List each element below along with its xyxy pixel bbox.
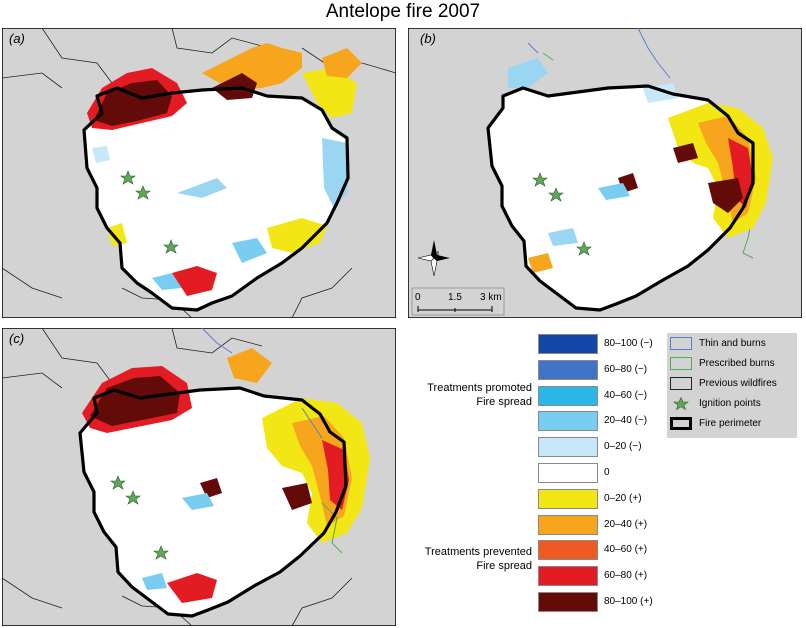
map-panel-a: (a): [2, 28, 396, 318]
panel-label-c: (c): [9, 331, 25, 346]
legend-class-label: 20–40 (−): [604, 415, 648, 427]
star-icon: [673, 397, 689, 410]
legend-prescribed-burns: Prescribed burns: [667, 357, 797, 371]
map-panel-c: (c): [2, 328, 396, 626]
fire-perimeter: [82, 86, 350, 312]
legend-swatch: [538, 334, 598, 354]
fire-perimeter-swatch: [670, 417, 692, 430]
map-b-svg: [408, 28, 802, 318]
legend-swatch: [538, 592, 598, 612]
scale-tick-0: 0: [415, 292, 421, 303]
legend-ignition-points: Ignition points: [667, 397, 797, 411]
ignition-star: [153, 545, 169, 560]
prescribed-burns-label: Prescribed burns: [699, 358, 775, 369]
ignition-star: [548, 187, 564, 202]
legend-swatch: [538, 514, 598, 535]
negative-patches: [142, 493, 214, 590]
legend-class-label: 0: [604, 467, 610, 478]
legend-thin-burns: Thin and burns: [667, 337, 797, 351]
scale-bar: [417, 306, 493, 312]
north-arrow: [417, 240, 450, 277]
compass-label: N: [432, 250, 440, 261]
legend-class-label: 0–20 (+): [604, 492, 642, 504]
positive-patches: [82, 348, 370, 603]
ignition-star: [135, 185, 151, 200]
map-c-svg: [2, 328, 396, 626]
map-a-svg: [2, 28, 396, 318]
ignition-star: [576, 241, 592, 256]
symbol-legend: Thin and burns Prescribed burns Previous…: [667, 333, 797, 438]
legend-swatch: [538, 463, 598, 483]
legend-class-label: 60–80 (+): [604, 570, 648, 582]
fire-perimeter: [78, 386, 348, 618]
legend-class-label: 60–80 (−): [604, 363, 648, 375]
legend-fire-perimeter: Fire perimeter: [667, 417, 797, 431]
legend-previous-wildfires: Previous wildfires: [667, 377, 797, 391]
ignition-star: [110, 475, 126, 490]
legend-class-label: 40–60 (−): [604, 389, 648, 401]
legend-swatch: [538, 488, 598, 509]
thin-burns-label: Thin and burns: [699, 338, 766, 349]
positive-patches: [528, 103, 773, 273]
fire-perimeter: [486, 84, 755, 312]
thin-burn-outlines: [527, 28, 671, 79]
prescribed-burns-swatch: [670, 357, 692, 370]
prescribed-burn-outlines: [321, 502, 343, 554]
ignition-star: [125, 490, 141, 505]
legend-swatch: [538, 437, 598, 458]
legend-swatch: [538, 385, 598, 406]
ignition-star: [163, 239, 179, 254]
scale-tick-1: 1.5: [448, 292, 462, 303]
ignition-points: [532, 172, 592, 256]
legend-promoted-label: Treatments promoted Fire spread: [427, 382, 532, 408]
legend-class-label: 80–100 (−): [604, 338, 653, 349]
ignition-star: [120, 170, 136, 185]
previous-wildfires-label: Previous wildfires: [699, 378, 777, 389]
figure-title: Antelope fire 2007: [325, 1, 481, 22]
thin-burns-swatch: [670, 337, 692, 350]
previous-wildfires-swatch: [670, 377, 692, 390]
ignition-star: [532, 172, 548, 187]
ignition-points: [110, 475, 169, 560]
fire-perimeter-label: Fire perimeter: [699, 418, 762, 429]
positive-patches: [87, 43, 362, 296]
legend-class-label: 0–20 (−): [604, 441, 642, 453]
legend-prevented-label: Treatments prevented Fire spread: [424, 546, 532, 572]
burned-area: [84, 88, 348, 310]
thin-burn-outlines: [201, 328, 323, 439]
ignition-points: [120, 170, 179, 254]
legend-class-label: 80–100 (+): [604, 596, 653, 607]
ignition-points-label: Ignition points: [699, 398, 761, 409]
map-panel-b: (b) N 0 1.5 3 km: [408, 28, 802, 318]
panel-label-a: (a): [9, 31, 25, 46]
panel-label-b: (b): [420, 31, 436, 46]
legend-class-label: 20–40 (+): [604, 518, 648, 530]
legend-swatch: [538, 411, 598, 432]
scale-tick-2: 3 km: [480, 292, 502, 303]
legend-swatch: [538, 540, 598, 561]
legend-swatch: [538, 359, 598, 380]
legend-class-label: 40–60 (+): [604, 544, 648, 556]
legend-swatch: [538, 566, 598, 587]
